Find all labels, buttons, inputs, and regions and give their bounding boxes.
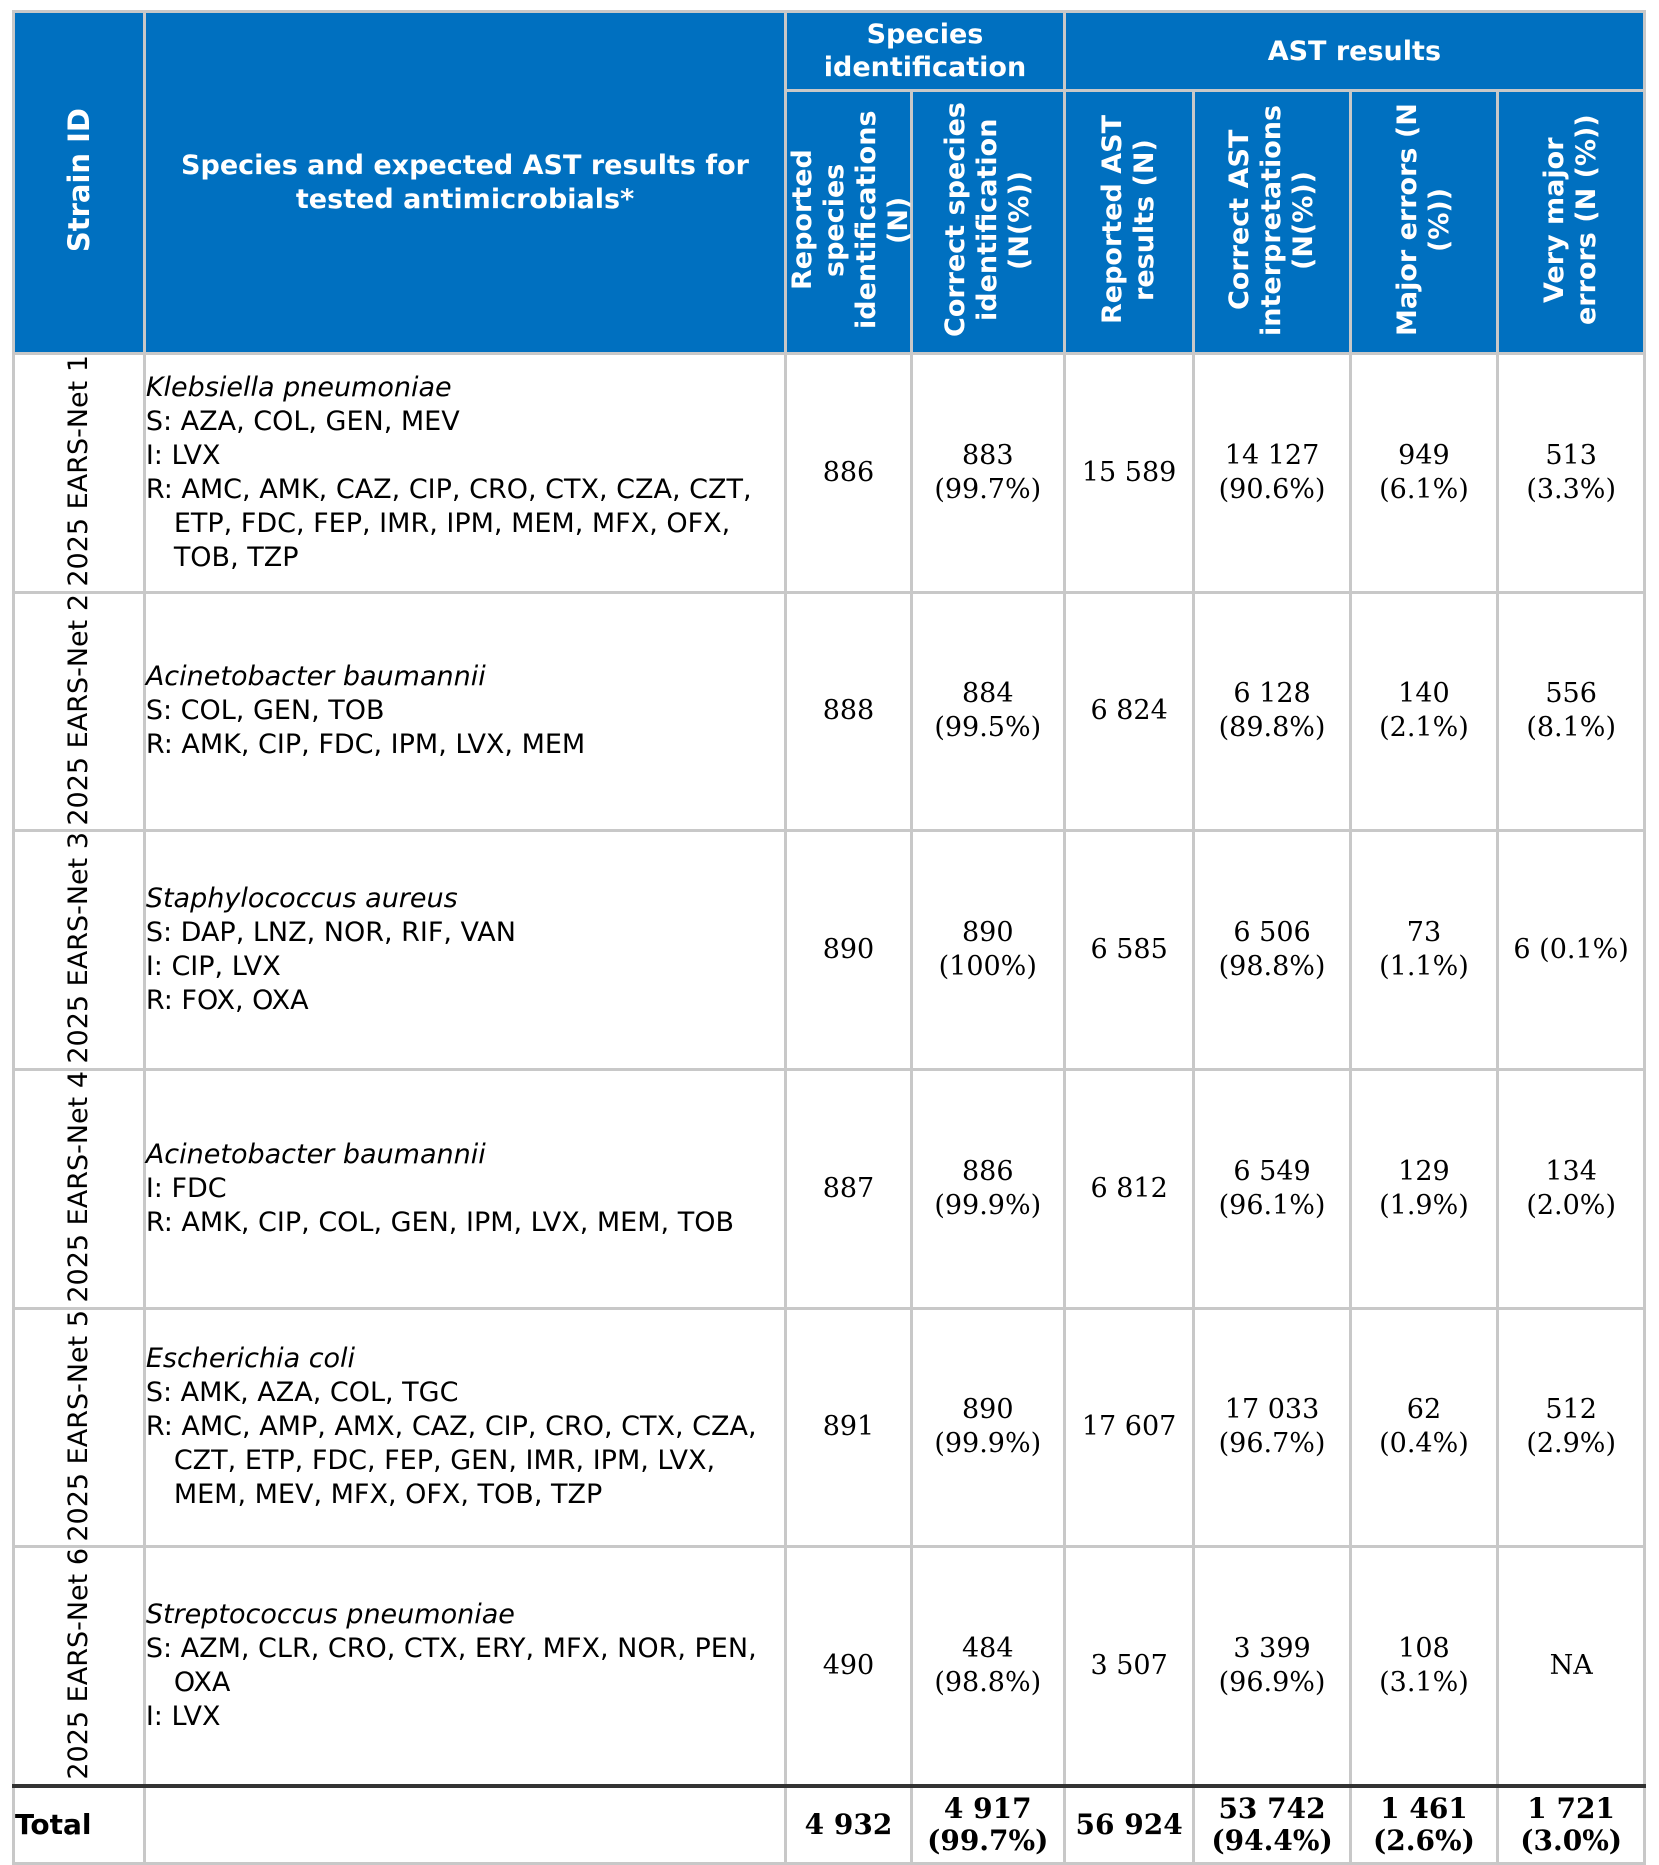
species-cell: Streptococcus pneumoniae S: AZM, CLR, CR… xyxy=(142,1545,788,1788)
major-errors-header: Major errors (N (%)) xyxy=(1348,89,1500,355)
susceptibility-line: S: AZA, COL, GEN, MEV xyxy=(145,405,460,437)
reported-species-cell: 891 xyxy=(784,1306,913,1549)
reported-species-cell: 890 xyxy=(784,829,913,1071)
correct-ast-header: Correct AST interpretations (N(%)) xyxy=(1192,89,1352,355)
total-label: Total xyxy=(12,1783,146,1865)
reported-ast-cell: 6 585 xyxy=(1062,829,1196,1071)
reported-species-cell: 887 xyxy=(784,1067,913,1310)
species-name: Klebsiella pneumoniae xyxy=(145,371,452,403)
very-major-errors-cell: 556 (8.1%) xyxy=(1496,590,1646,833)
correct-species-cell: 890 (99.9%) xyxy=(909,1306,1066,1549)
strain-id-cell: 2025 EARS-Net 2 xyxy=(12,590,146,833)
species-expected-header: Species and expected AST results for tes… xyxy=(142,10,788,355)
major-errors-cell: 62 (0.4%) xyxy=(1348,1306,1500,1549)
species-name: Escherichia coli xyxy=(145,1343,356,1375)
correct-ast-cell: 3 399 (96.9%) xyxy=(1192,1545,1352,1788)
susceptibility-line: S: COL, GEN, TOB xyxy=(145,695,385,727)
strain-id-header: Strain ID xyxy=(12,10,146,355)
correct-species-cell: 890 (100%) xyxy=(909,829,1066,1071)
correct-ast-cell: 6 506 (98.8%) xyxy=(1192,829,1352,1071)
species-cell: Klebsiella pneumoniae S: AZA, COL, GEN, … xyxy=(142,352,788,594)
correct-ast-cell: 17 033 (96.7%) xyxy=(1192,1306,1352,1549)
table-row: 2025 EARS-Net 1 Klebsiella pneumoniae S:… xyxy=(12,352,1646,594)
susceptibility-line: R: AMC, AMK, CAZ, CIP, CRO, CTX, CZA, CZ… xyxy=(145,473,752,573)
susceptibility-line: I: CIP, LVX xyxy=(145,951,281,983)
species-name: Acinetobacter baumannii xyxy=(145,1138,486,1170)
susceptibility-line: I: LVX xyxy=(145,1700,221,1732)
total-very-major-errors: 1 721 (3.0%) xyxy=(1496,1783,1646,1865)
species-cell: Staphylococcus aureus S: DAP, LNZ, NOR, … xyxy=(142,829,788,1071)
reported-ast-cell: 15 589 xyxy=(1062,352,1196,594)
total-correct-species: 4 917 (99.7%) xyxy=(909,1783,1066,1865)
correct-species-cell: 884 (99.5%) xyxy=(909,590,1066,833)
susceptibility-line: R: AMC, AMP, AMX, CAZ, CIP, CRO, CTX, CZ… xyxy=(145,1411,757,1511)
species-cell: Acinetobacter baumannii I: FDC R: AMK, C… xyxy=(142,1067,788,1310)
total-reported-species: 4 932 xyxy=(784,1783,913,1865)
total-correct-ast: 53 742 (94.4%) xyxy=(1192,1783,1352,1865)
susceptibility-line: S: DAP, LNZ, NOR, RIF, VAN xyxy=(145,917,516,949)
species-cell: Acinetobacter baumannii S: COL, GEN, TOB… xyxy=(142,590,788,833)
strain-id-cell: 2025 EARS-Net 1 xyxy=(12,352,146,594)
species-name: Staphylococcus aureus xyxy=(145,883,458,915)
table-row: 2025 EARS-Net 3 Staphylococcus aureus S:… xyxy=(12,829,1646,1071)
susceptibility-line: S: AMK, AZA, COL, TGC xyxy=(145,1377,459,1409)
strain-id-cell: 2025 EARS-Net 4 xyxy=(12,1067,146,1310)
correct-species-cell: 883 (99.7%) xyxy=(909,352,1066,594)
ast-results-header: AST results xyxy=(1062,10,1647,92)
very-major-errors-cell: 134 (2.0%) xyxy=(1496,1067,1646,1310)
species-cell: Escherichia coli S: AMK, AZA, COL, TGC R… xyxy=(142,1306,788,1549)
table-row: 2025 EARS-Net 2 Acinetobacter baumannii … xyxy=(12,590,1646,833)
correct-ast-cell: 6 128 (89.8%) xyxy=(1192,590,1352,833)
major-errors-cell: 949 (6.1%) xyxy=(1348,352,1500,594)
very-major-errors-header: Very major errors (N (%)) xyxy=(1496,89,1646,355)
very-major-errors-cell: 6 (0.1%) xyxy=(1496,829,1646,1071)
susceptibility-line: R: AMK, CIP, COL, GEN, IPM, LVX, MEM, TO… xyxy=(145,1206,734,1238)
reported-ast-cell: 6 824 xyxy=(1062,590,1196,833)
reported-ast-cell: 3 507 xyxy=(1062,1545,1196,1788)
table-row: 2025 EARS-Net 5 Escherichia coli S: AMK,… xyxy=(12,1306,1646,1549)
very-major-errors-cell: NA xyxy=(1496,1545,1646,1788)
correct-species-cell: 484 (98.8%) xyxy=(909,1545,1066,1788)
total-reported-ast: 56 924 xyxy=(1062,1783,1196,1865)
reported-species-header: Reported species identifications (N) xyxy=(784,89,914,355)
susceptibility-line: I: FDC xyxy=(145,1172,227,1204)
strain-id-cell: 2025 EARS-Net 3 xyxy=(12,829,146,1071)
reported-species-cell: 888 xyxy=(784,590,913,833)
very-major-errors-cell: 513 (3.3%) xyxy=(1496,352,1646,594)
reported-species-cell: 886 xyxy=(784,352,913,594)
total-major-errors: 1 461 (2.6%) xyxy=(1348,1783,1500,1865)
reported-species-cell: 490 xyxy=(784,1545,913,1788)
strain-id-cell: 2025 EARS-Net 6 xyxy=(12,1545,146,1788)
susceptibility-line: R: AMK, CIP, FDC, IPM, LVX, MEM xyxy=(145,729,586,761)
correct-species-cell: 886 (99.9%) xyxy=(909,1067,1066,1310)
total-row: Total 4 932 4 917 (99.7%) 56 924 53 742 … xyxy=(12,1783,1646,1865)
reported-ast-cell: 6 812 xyxy=(1062,1067,1196,1310)
reported-ast-cell: 17 607 xyxy=(1062,1306,1196,1549)
major-errors-cell: 140 (2.1%) xyxy=(1348,590,1500,833)
table-row: 2025 EARS-Net 6 Streptococcus pneumoniae… xyxy=(12,1545,1646,1788)
species-name: Acinetobacter baumannii xyxy=(145,661,486,693)
major-errors-cell: 129 (1.9%) xyxy=(1348,1067,1500,1310)
reported-ast-header: Reported AST results (N) xyxy=(1062,89,1196,355)
total-species-cell xyxy=(142,1783,788,1865)
susceptibility-line: S: AZM, CLR, CRO, CTX, ERY, MFX, NOR, PE… xyxy=(145,1632,757,1698)
susceptibility-line: I: LVX xyxy=(145,439,221,471)
susceptibility-line: R: FOX, OXA xyxy=(145,985,309,1017)
major-errors-cell: 108 (3.1%) xyxy=(1348,1545,1500,1788)
major-errors-cell: 73 (1.1%) xyxy=(1348,829,1500,1071)
strain-id-cell: 2025 EARS-Net 5 xyxy=(12,1306,146,1549)
correct-ast-cell: 14 127 (90.6%) xyxy=(1192,352,1352,594)
correct-species-header: Correct species identification (N(%)) xyxy=(909,89,1066,355)
species-identification-header: Species identification xyxy=(784,10,1066,92)
very-major-errors-cell: 512 (2.9%) xyxy=(1496,1306,1646,1549)
table-row: 2025 EARS-Net 4 Acinetobacter baumannii … xyxy=(12,1067,1646,1310)
correct-ast-cell: 6 549 (96.1%) xyxy=(1192,1067,1352,1310)
species-name: Streptococcus pneumoniae xyxy=(145,1598,515,1630)
ast-results-table: Strain ID Species and expected AST resul… xyxy=(12,10,1647,1865)
